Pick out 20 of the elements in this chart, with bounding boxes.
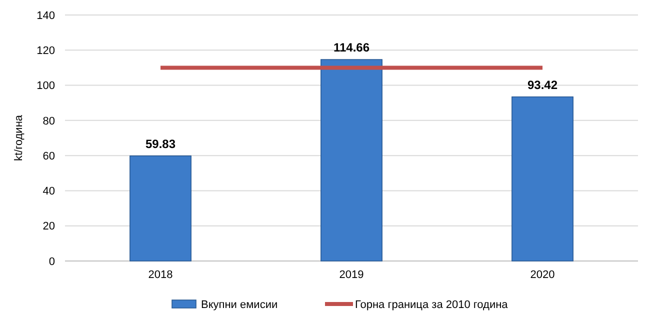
x-tick-label: 2019 bbox=[339, 269, 364, 281]
y-tick-label: 0 bbox=[48, 256, 55, 268]
x-tick-label: 2020 bbox=[530, 269, 555, 281]
y-tick-label: 100 bbox=[36, 80, 55, 92]
y-tick-label: 120 bbox=[36, 44, 55, 57]
legend-label: Горна граница за 2010 година bbox=[355, 298, 509, 311]
y-tick-label: 60 bbox=[42, 150, 55, 162]
bar bbox=[130, 155, 192, 262]
legend-label: Вкупни емисии bbox=[201, 298, 278, 311]
data-label: 59.83 bbox=[145, 136, 176, 151]
y-tick-label: 140 bbox=[36, 10, 55, 22]
bar bbox=[320, 59, 382, 262]
bar bbox=[512, 96, 574, 262]
data-label: 93.42 bbox=[527, 78, 558, 92]
y-tick-label: 20 bbox=[42, 220, 55, 233]
x-tick-label: 2018 bbox=[148, 269, 173, 281]
y-tick-label: 40 bbox=[42, 186, 55, 198]
y-axis-title: kt/година bbox=[13, 114, 25, 162]
data-label: 114.66 bbox=[333, 40, 370, 55]
y-tick-label: 80 bbox=[42, 115, 55, 128]
